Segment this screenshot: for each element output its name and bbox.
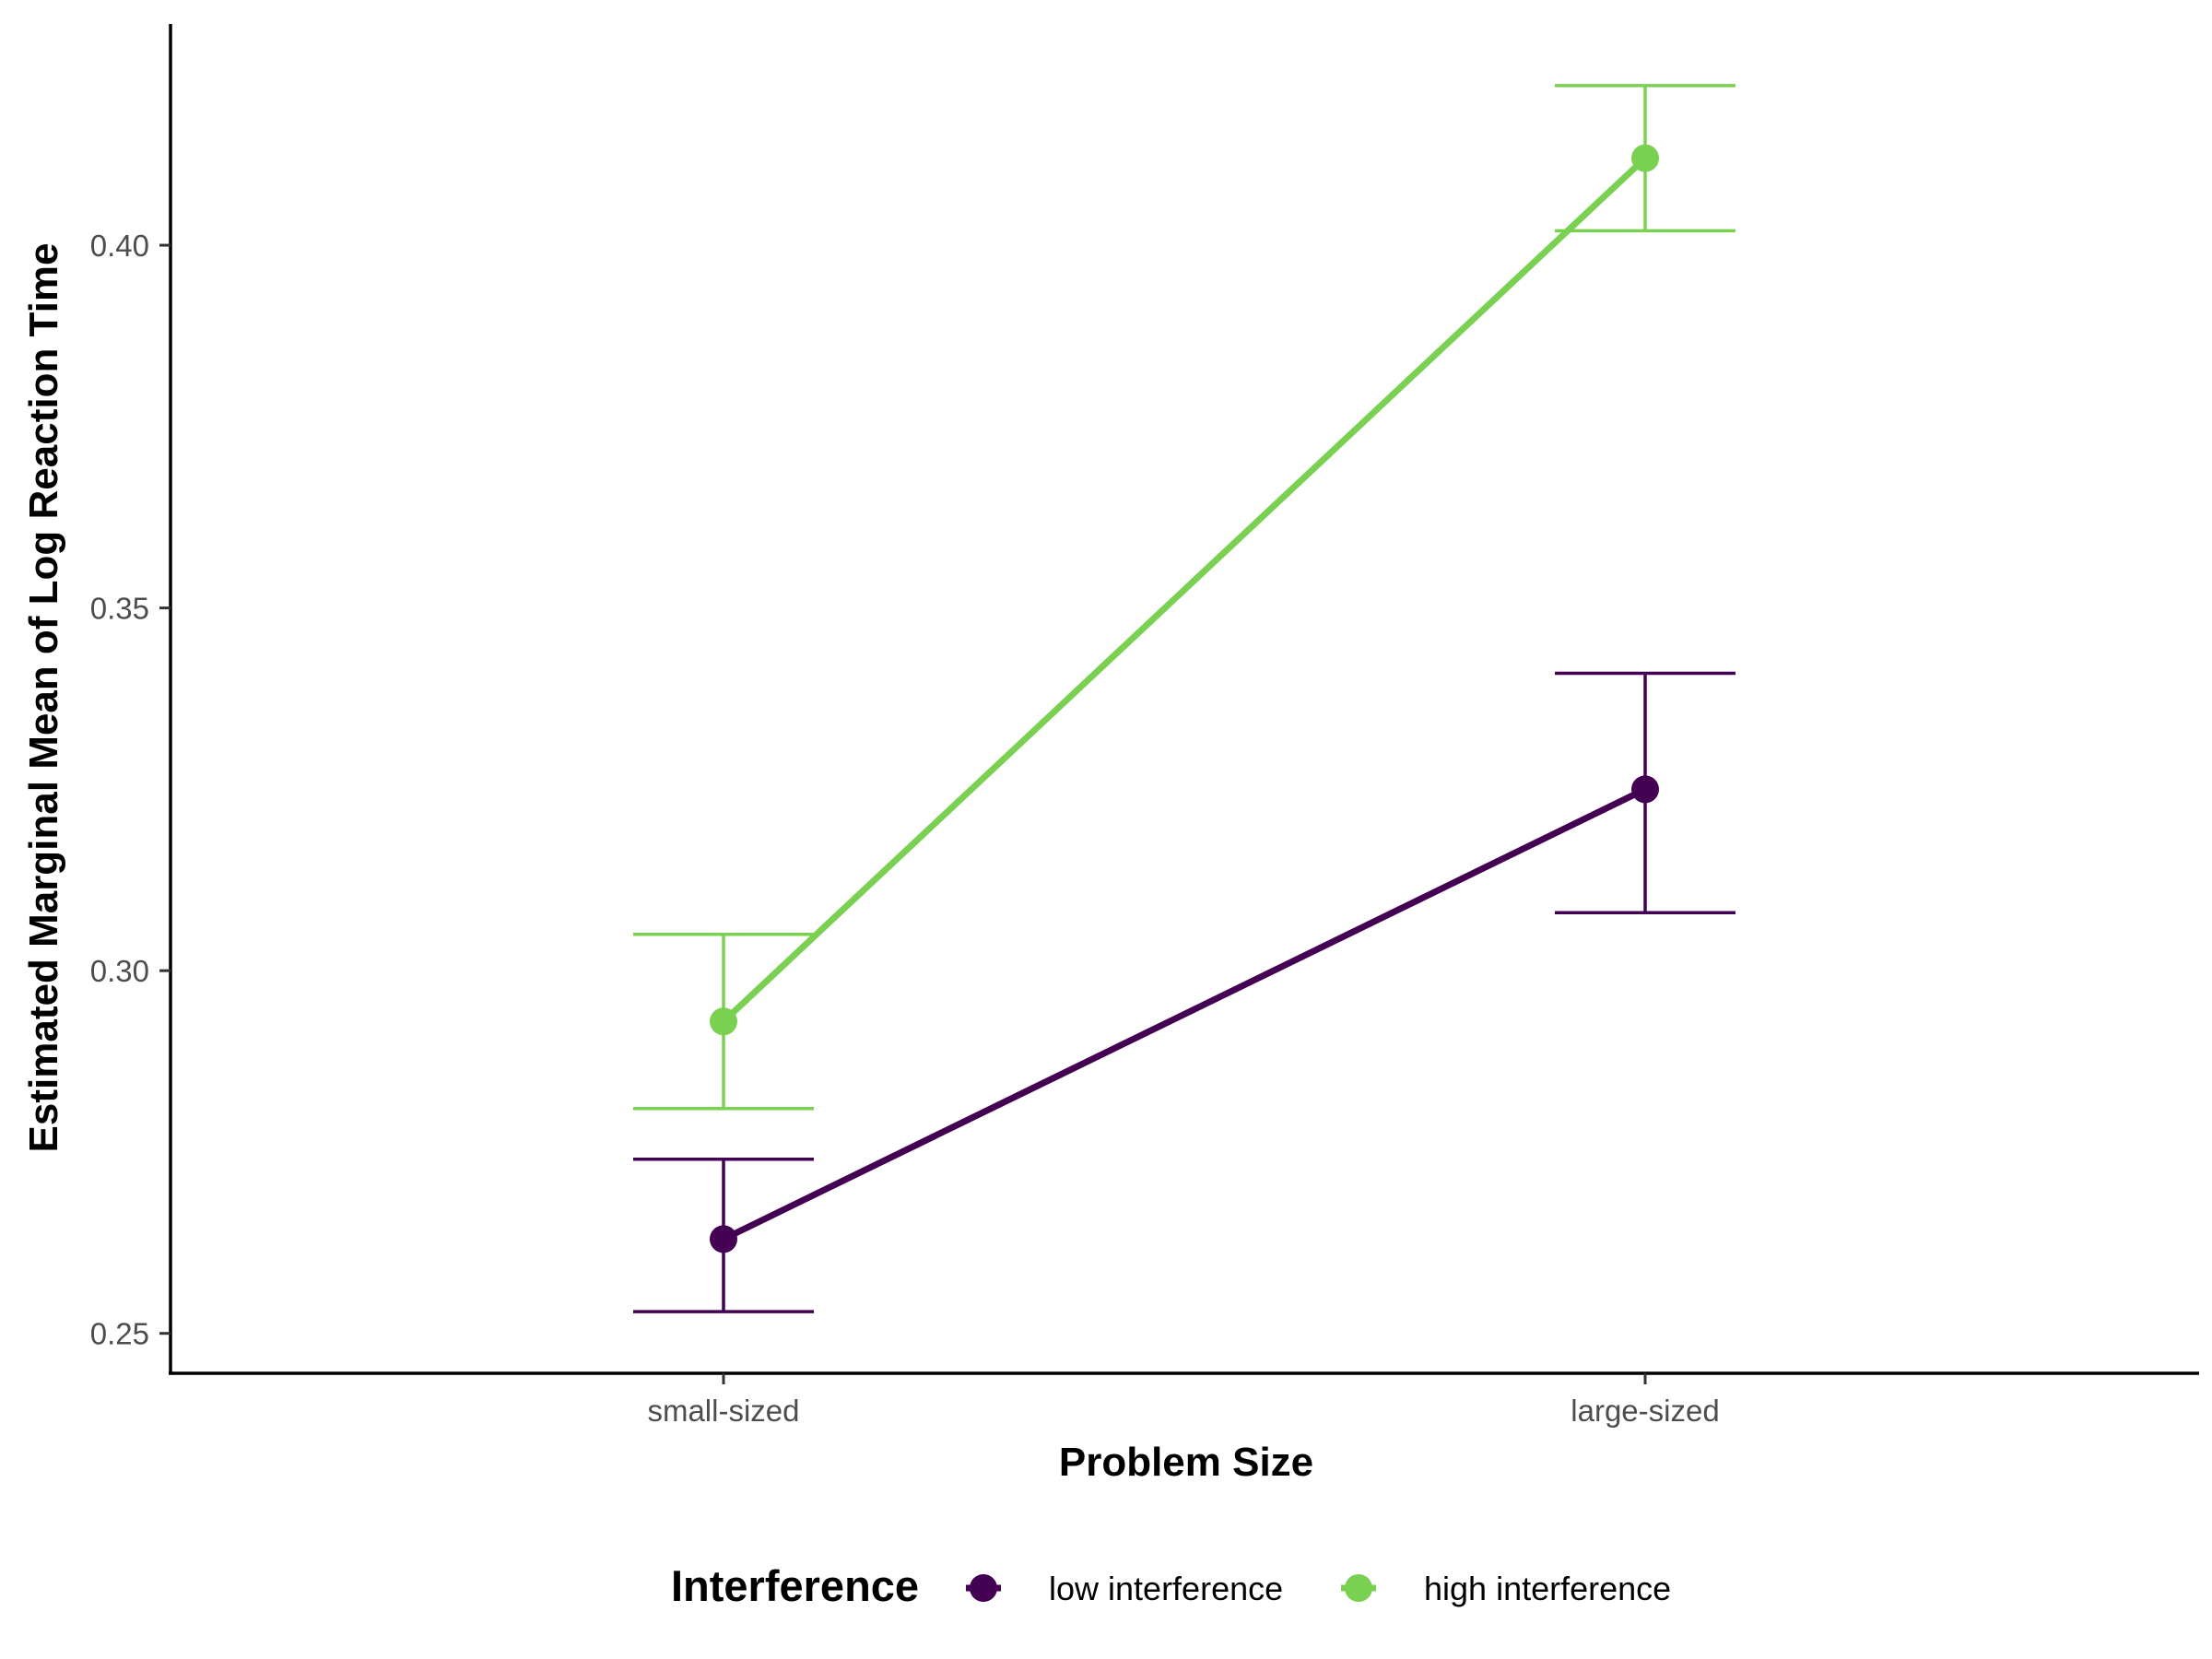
series-high-interference: [633, 84, 1735, 1111]
y-axis-ticks: 0.25 0.30 0.35 0.40: [90, 229, 171, 1351]
data-marks: [633, 84, 1735, 1313]
y-axis-title: Estimated Marginal Mean of Log Reaction …: [21, 243, 66, 1153]
legend-key-point: [1345, 1574, 1372, 1602]
legend-label: low interference: [1049, 1570, 1283, 1607]
y-tick-label: 0.25: [90, 1317, 149, 1351]
x-axis-title: Problem Size: [1059, 1440, 1313, 1485]
series-low-interference: [633, 671, 1735, 1313]
legend-key-point: [970, 1574, 997, 1602]
x-tick-label: large-sized: [1571, 1394, 1719, 1428]
x-axis-ticks: small-sized large-sized: [647, 1373, 1720, 1428]
series-line: [721, 156, 1648, 1024]
y-tick-label: 0.35: [90, 592, 149, 626]
data-point: [710, 1225, 737, 1253]
legend: Interference low interference high interf…: [671, 1561, 1671, 1610]
data-point: [1631, 775, 1659, 804]
x-tick-label: small-sized: [647, 1394, 799, 1428]
y-tick-label: 0.30: [90, 954, 149, 988]
legend-title: Interference: [671, 1561, 919, 1610]
series-line: [722, 786, 1647, 1242]
legend-label: high interference: [1424, 1570, 1671, 1607]
y-tick-label: 0.40: [90, 229, 149, 263]
data-point: [710, 1007, 737, 1036]
data-point: [1631, 144, 1659, 172]
